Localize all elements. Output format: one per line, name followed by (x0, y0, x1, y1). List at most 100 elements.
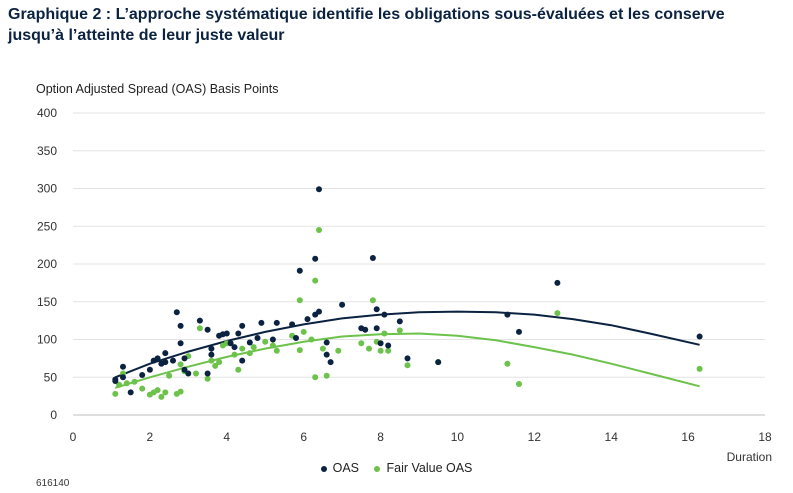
fair-value-oas-point (239, 345, 246, 352)
oas-point (273, 319, 280, 326)
y-tick-label: 400 (37, 106, 57, 120)
oas-point (404, 355, 411, 362)
oas-point (373, 325, 380, 332)
fair-value-oas-point (262, 338, 269, 345)
fair-value-oas-point (269, 342, 276, 349)
fair-value-oas-point (204, 375, 211, 382)
fair-value-oas-point (385, 347, 392, 354)
oas-point (293, 335, 299, 341)
fair-value-oas-point (158, 393, 165, 400)
fair-value-oas-point (358, 340, 365, 347)
y-tick-label: 250 (37, 219, 57, 233)
fair-value-oas-point (177, 361, 184, 368)
fair-value-oas-point (250, 344, 257, 351)
oas-point (162, 359, 169, 366)
oas-point (269, 336, 276, 343)
oas-point (381, 311, 388, 318)
oas-point (112, 378, 119, 384)
x-tick-label: 18 (758, 430, 772, 444)
x-axis-label: Duration (727, 450, 772, 464)
oas-point (323, 351, 330, 358)
fair-value-oas-point (396, 327, 403, 334)
legend-label-oas: OAS (332, 461, 359, 475)
fair-value-oas-point (369, 297, 376, 304)
oas-point (385, 342, 392, 349)
oas-point (373, 306, 380, 313)
oas-point (235, 330, 242, 337)
fair-value-oas-point (296, 297, 303, 304)
oas-point (396, 318, 403, 325)
fair-value-oas-point (316, 227, 322, 233)
fair-value-oas-point (246, 350, 253, 357)
y-tick-label: 100 (37, 333, 57, 347)
oas-point (435, 359, 442, 366)
oas-point (204, 326, 211, 333)
fair-value-oas-point (131, 378, 138, 385)
fair-value-oas-point (123, 380, 130, 387)
oas-point (246, 339, 253, 346)
x-tick-label: 4 (223, 430, 230, 444)
oas-point (120, 363, 126, 370)
legend-item-fair-value-oas: Fair Value OAS (374, 461, 472, 475)
x-tick-label: 14 (605, 430, 619, 444)
fair-value-oas-point (335, 347, 342, 354)
oas-point (289, 321, 296, 328)
y-tick-label: 50 (44, 370, 58, 384)
fair-value-oas-point (216, 359, 223, 366)
oas-point (185, 370, 192, 377)
oas-point (139, 372, 146, 378)
x-tick-label: 12 (528, 430, 542, 444)
oas-point (127, 389, 134, 396)
fair-value-oas-point (177, 388, 184, 395)
oas-point (504, 311, 511, 318)
oas-point (339, 301, 346, 308)
fair-value-oas-point (381, 330, 388, 337)
oas-point (223, 330, 230, 337)
fair-value-oas-point (154, 387, 161, 394)
x-tick-label: 8 (377, 430, 384, 444)
oas-point (208, 351, 215, 358)
y-tick-label: 200 (37, 257, 57, 271)
fair-value-oas-point (139, 385, 146, 392)
figure-code: 616140 (36, 478, 70, 489)
y-tick-label: 150 (37, 295, 57, 309)
oas-point (181, 355, 188, 362)
oas-point (181, 366, 188, 373)
fair-value-oas-point (366, 345, 372, 352)
oas-point (208, 345, 215, 352)
fair-value-oas-point (300, 328, 307, 335)
fair-value-oas-point (296, 347, 303, 354)
oas-point (162, 350, 169, 357)
x-tick-label: 0 (70, 430, 77, 444)
oas-point (170, 357, 176, 364)
fair-value-oas-point (112, 390, 119, 397)
fair-value-oas-point (212, 362, 219, 369)
oas-point (362, 326, 369, 333)
fair-value-oas-point (166, 372, 173, 379)
trendline-fair-value-oas (115, 332, 700, 389)
oas-point (296, 267, 303, 274)
fair-value-oas-point (312, 277, 319, 284)
oas-point (258, 319, 265, 326)
oas-point (323, 339, 330, 346)
oas-point (304, 316, 311, 323)
x-tick-label: 2 (147, 430, 154, 444)
fair-value-oas-point (193, 370, 199, 377)
oas-point (146, 366, 153, 373)
oas-point (516, 328, 522, 335)
oas-point (554, 279, 561, 286)
oas-point (196, 317, 203, 324)
oas-point (154, 355, 161, 362)
oas-point (377, 340, 384, 347)
oas-point (177, 322, 184, 329)
oas-point (204, 370, 211, 377)
oas-point (239, 357, 246, 364)
oas-point (239, 322, 246, 329)
fair-value-oas-point (208, 357, 215, 364)
fair-value-oas-point (196, 325, 203, 332)
oas-point (696, 333, 703, 340)
legend: OAS Fair Value OAS (0, 461, 793, 475)
chart-title: Graphique 2 : L’approche systématique id… (8, 6, 725, 44)
legend-swatch-fair-value-oas (374, 465, 381, 472)
